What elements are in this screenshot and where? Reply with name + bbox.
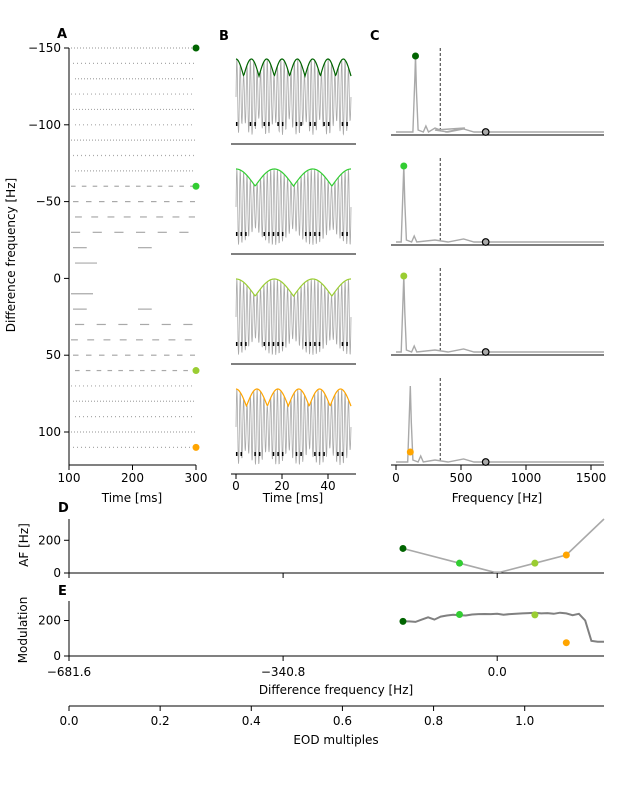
a-ytick-label: 50 [46,348,61,362]
a-xtick-label: 200 [121,471,144,485]
e-xtick-label: −681.6 [47,665,91,679]
d-af-line [402,518,605,573]
d-marker [562,551,570,559]
panel-label-e: E [58,584,67,599]
a-ylabel: Difference frequency [Hz] [4,178,18,332]
e2-xtick-label: 0.4 [242,714,261,728]
b-envelope-line [235,168,352,188]
c-spectrum-line [396,275,604,353]
c-eod-marker [481,238,490,246]
e-xlabel2: EOD multiples [293,733,378,747]
c-xtick-label: 1000 [511,471,542,485]
b-carrier-trace [235,278,352,356]
panel-label-c: C [370,29,380,44]
e2-xtick-label: 0.6 [333,714,352,728]
c-xtick-label: 0 [392,471,400,485]
d-ytick-label: 200 [38,533,61,547]
e2-xtick-label: 0.0 [59,714,78,728]
c-xtick-label: 500 [450,471,473,485]
a-ytick-label: −100 [28,118,61,132]
c-peak-marker [400,162,408,170]
d-marker [531,559,539,567]
b-carrier-trace [235,388,352,465]
panel-label-d: D [58,501,69,516]
b-envelope-line [235,58,352,79]
a-marker [192,367,200,375]
c-peak-marker [400,272,408,280]
a-ytick-label: 100 [38,425,61,439]
d-marker [456,559,464,567]
e-ylabel: Modulation [16,597,30,664]
b-xtick-label: 40 [320,479,335,493]
panel-label-b: B [219,29,229,44]
a-marker [192,182,200,190]
panel-label-a: A [57,27,67,42]
c-peak-marker [412,52,419,60]
d-marker [399,544,407,552]
b-envelope-line [235,388,352,408]
b-envelope-line [235,278,352,298]
d-ylabel: AF [Hz] [17,523,31,567]
b-xtick-label: 0 [232,479,240,493]
b-xtick-label: 20 [274,479,289,493]
c-eod-marker [481,128,490,136]
e-ytick-label: 200 [38,614,61,628]
a-ytick-label: −150 [28,41,61,55]
e-marker [399,617,407,625]
e2-xtick-label: 1.0 [515,714,534,728]
c-xlabel: Frequency [Hz] [452,491,543,505]
b-carrier-trace [235,168,352,246]
c-eod-marker [481,348,490,356]
e-ytick-label: 0 [53,649,61,663]
c-spectrum-line [396,55,604,134]
e-xtick-label: −340.8 [261,665,305,679]
e-xlabel: Difference frequency [Hz] [259,683,413,697]
a-marker [192,443,200,451]
c-xtick-label: 1500 [576,471,607,485]
e2-xtick-label: 0.8 [424,714,443,728]
a-ytick-label: −50 [36,195,61,209]
a-xtick-label: 100 [58,471,81,485]
a-marker [192,44,200,52]
e-modulation-line [403,611,604,643]
c-spectrum-line [396,385,604,463]
e2-xtick-label: 0.2 [151,714,170,728]
a-xlabel: Time [ms] [101,491,163,505]
e-marker [456,610,464,618]
c-eod-marker [481,458,490,466]
d-ytick-label: 0 [53,566,61,580]
c-spectrum-line [396,165,604,243]
a-ytick-label: 0 [53,271,61,285]
e-marker [531,611,539,619]
b-xlabel: Time [ms] [262,491,324,505]
e-marker [562,639,570,647]
c-peak-marker [406,448,414,456]
e-xtick-label: 0.0 [488,665,507,679]
a-xtick-label: 300 [185,471,208,485]
